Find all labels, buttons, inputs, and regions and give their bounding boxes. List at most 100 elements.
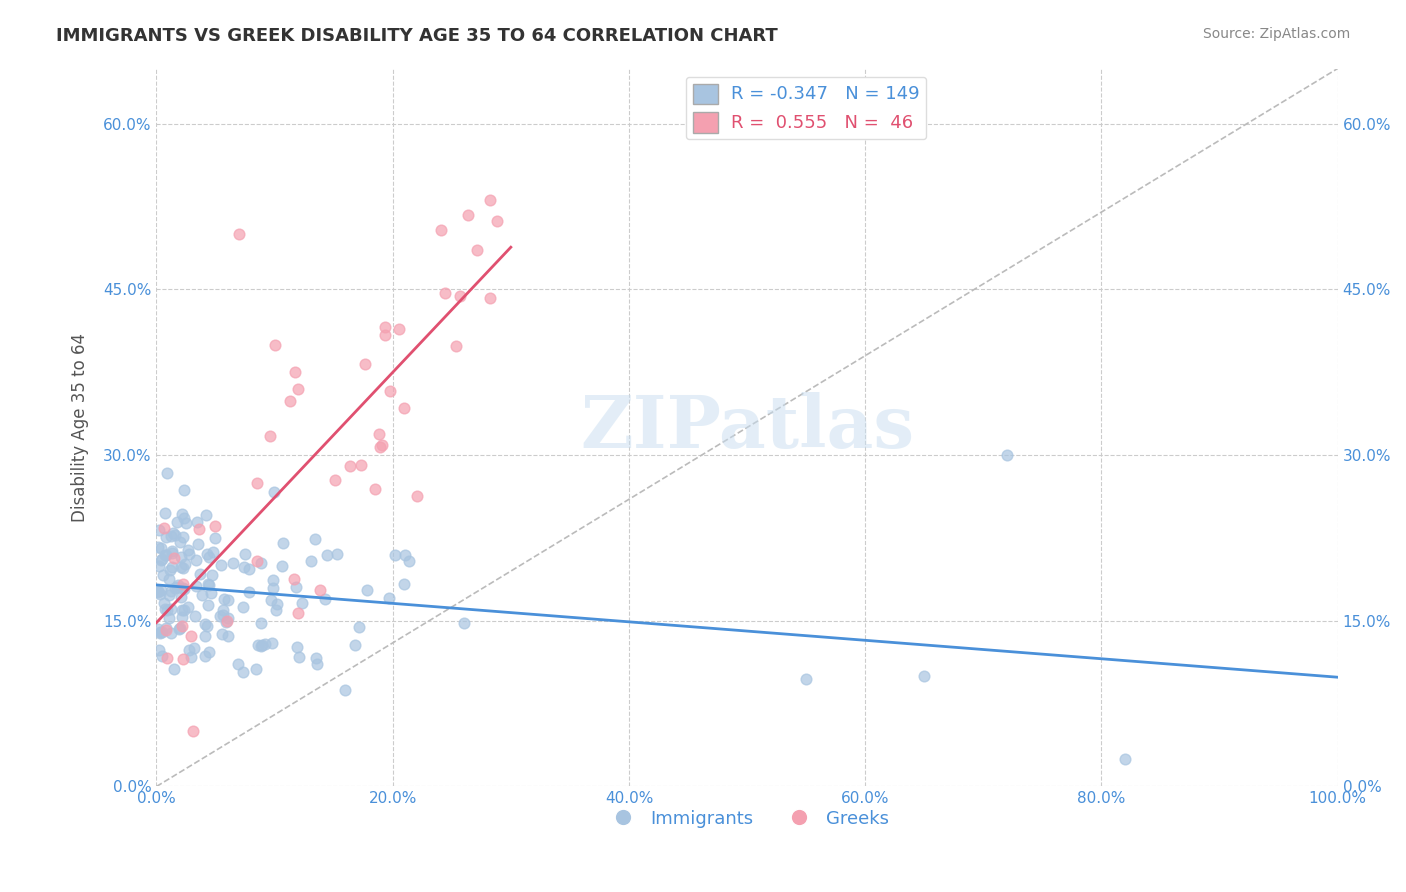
Text: IMMIGRANTS VS GREEK DISABILITY AGE 35 TO 64 CORRELATION CHART: IMMIGRANTS VS GREEK DISABILITY AGE 35 TO…	[56, 27, 778, 45]
Point	[250, 639, 273, 653]
Point	[155, 621, 177, 635]
Point	[149, 552, 172, 566]
Point	[173, 603, 195, 617]
Point	[211, 608, 233, 623]
Point	[356, 582, 378, 597]
Point	[201, 545, 224, 559]
Point	[217, 629, 239, 643]
Point	[198, 550, 221, 565]
Point	[197, 577, 219, 591]
Point	[392, 577, 415, 591]
Point	[150, 552, 173, 566]
Point	[388, 321, 411, 335]
Point	[180, 629, 202, 643]
Point	[371, 438, 394, 452]
Point	[215, 615, 238, 629]
Point	[150, 541, 173, 555]
Point	[204, 531, 226, 545]
Point	[384, 548, 406, 562]
Point	[285, 580, 308, 594]
Point	[159, 563, 181, 577]
Point	[367, 426, 389, 441]
Point	[238, 584, 260, 599]
Point	[406, 489, 429, 503]
Point	[394, 548, 416, 562]
Point	[1114, 752, 1136, 766]
Point	[308, 582, 330, 597]
Point	[153, 521, 176, 535]
Point	[245, 662, 267, 676]
Point	[148, 523, 170, 537]
Point	[162, 526, 184, 541]
Point	[304, 532, 326, 546]
Point	[995, 448, 1018, 462]
Point	[195, 508, 218, 522]
Point	[326, 547, 349, 561]
Point	[252, 638, 274, 652]
Point	[339, 458, 361, 473]
Point	[299, 554, 322, 568]
Point	[172, 576, 194, 591]
Point	[148, 585, 170, 599]
Point	[430, 223, 453, 237]
Point	[184, 609, 207, 624]
Point	[444, 339, 467, 353]
Point	[163, 581, 186, 595]
Point	[174, 516, 197, 530]
Point	[197, 598, 219, 612]
Point	[350, 458, 373, 472]
Point	[183, 640, 205, 655]
Point	[194, 649, 217, 664]
Point	[260, 636, 283, 650]
Point	[172, 530, 194, 544]
Point	[169, 621, 191, 635]
Point	[209, 609, 232, 624]
Point	[486, 213, 509, 227]
Point	[160, 584, 183, 599]
Point	[149, 587, 172, 601]
Point	[170, 591, 193, 605]
Y-axis label: Disability Age 35 to 64: Disability Age 35 to 64	[72, 333, 89, 522]
Point	[170, 507, 193, 521]
Point	[912, 669, 935, 683]
Point	[195, 547, 218, 561]
Point	[172, 603, 194, 617]
Point	[172, 581, 194, 595]
Point	[204, 519, 226, 533]
Point	[378, 591, 401, 606]
Point	[197, 645, 219, 659]
Point	[287, 640, 309, 655]
Point	[156, 603, 179, 617]
Point	[212, 592, 235, 607]
Point	[155, 549, 177, 563]
Point	[353, 357, 375, 371]
Point	[173, 511, 195, 525]
Point	[169, 535, 191, 549]
Point	[209, 558, 232, 573]
Point	[170, 549, 193, 564]
Point	[287, 382, 309, 396]
Point	[194, 629, 217, 643]
Point	[259, 429, 281, 443]
Text: Source: ZipAtlas.com: Source: ZipAtlas.com	[1202, 27, 1350, 41]
Point	[157, 611, 180, 625]
Point	[217, 592, 239, 607]
Point	[246, 476, 269, 491]
Point	[794, 673, 817, 687]
Point	[305, 651, 328, 665]
Point	[157, 572, 180, 586]
Point	[173, 582, 195, 597]
Point	[246, 638, 269, 652]
Point	[260, 592, 283, 607]
Point	[146, 622, 169, 636]
Point	[246, 554, 269, 568]
Point	[177, 599, 200, 614]
Point	[291, 596, 314, 610]
Point	[479, 193, 502, 207]
Point	[177, 543, 200, 558]
Point	[364, 483, 387, 497]
Point	[191, 588, 214, 602]
Point	[166, 580, 188, 594]
Point	[278, 394, 301, 409]
Point	[226, 657, 249, 672]
